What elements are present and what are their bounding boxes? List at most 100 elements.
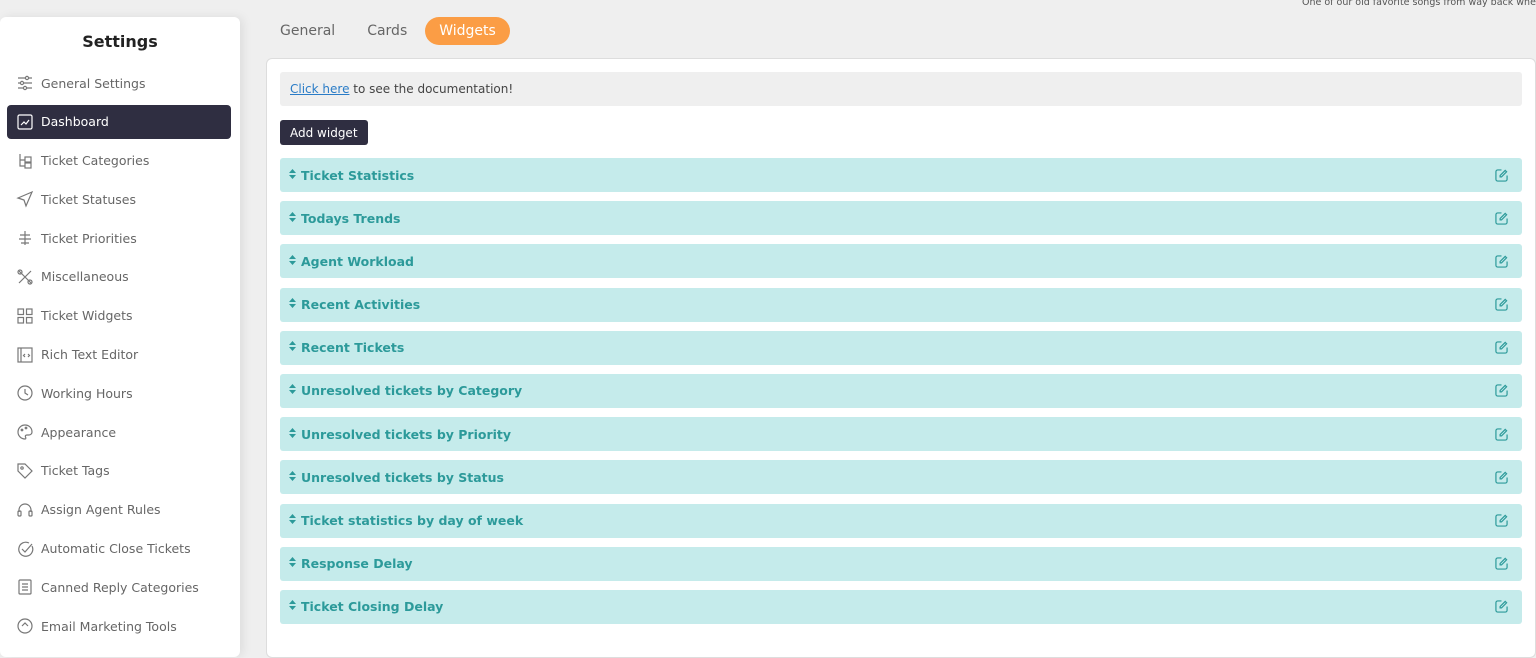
sidebar-item-ticket-categories[interactable]: Ticket Categories xyxy=(7,144,231,178)
sliders-icon xyxy=(16,74,34,92)
sidebar-item-assign-agent-rules[interactable]: Assign Agent Rules xyxy=(7,493,231,527)
sidebar-item-rich-text-editor[interactable]: Rich Text Editor xyxy=(7,338,231,372)
sidebar-item-email-marketing-tools[interactable]: Email Marketing Tools xyxy=(7,609,231,643)
sort-handle-icon[interactable] xyxy=(289,470,296,484)
tools-icon xyxy=(16,268,34,286)
edit-icon[interactable] xyxy=(1495,341,1508,354)
edit-icon[interactable] xyxy=(1495,557,1508,570)
sidebar-item-label: Working Hours xyxy=(41,385,133,401)
hierarchy-icon xyxy=(16,152,34,170)
sort-handle-icon[interactable] xyxy=(289,600,296,613)
grid-icon xyxy=(17,308,33,324)
widget-row[interactable]: Response Delay xyxy=(280,546,1522,581)
sort-handle-icon[interactable] xyxy=(289,384,296,397)
sidebar-item-label: Dashboard xyxy=(41,114,109,130)
document-icon xyxy=(18,579,32,595)
widget-title: Unresolved tickets by Category xyxy=(301,383,523,399)
headset-icon xyxy=(17,503,33,517)
edit-icon[interactable] xyxy=(1495,255,1508,268)
widget-row[interactable]: Agent Workload xyxy=(280,244,1522,279)
sidebar-item-label: Automatic Close Tickets xyxy=(41,541,191,557)
sidebar-title: Settings xyxy=(82,32,158,51)
add-widget-button[interactable]: Add widget xyxy=(280,120,368,145)
widget-row[interactable]: Ticket statistics by day of week xyxy=(280,503,1522,538)
sidebar-item-label: Ticket Priorities xyxy=(41,230,137,246)
tab-widgets[interactable]: Widgets xyxy=(425,17,510,45)
documentation-text: to see the documentation! xyxy=(349,82,514,96)
widget-row[interactable]: Ticket Closing Delay xyxy=(280,589,1522,624)
document-icon xyxy=(16,578,34,596)
sort-handle-icon[interactable] xyxy=(289,427,296,441)
sidebar-item-ticket-statuses[interactable]: Ticket Statuses xyxy=(7,182,231,216)
widget-title: Todays Trends xyxy=(301,210,401,226)
edit-icon[interactable] xyxy=(1495,600,1508,614)
sidebar-item-ticket-tags[interactable]: Ticket Tags xyxy=(7,454,231,488)
edit-icon[interactable] xyxy=(1495,168,1508,182)
widgets-panel: Click here to see the documentation! Add… xyxy=(266,58,1536,658)
sidebar-item-miscellaneous[interactable]: Miscellaneous xyxy=(7,260,231,294)
settings-sidebar: Settings General Settings Dashboard Ticket… xyxy=(0,17,240,657)
sidebar-item-label: Ticket Statuses xyxy=(41,191,136,207)
sort-handle-icon[interactable] xyxy=(289,168,296,182)
sidebar-item-ticket-priorities[interactable]: Ticket Priorities xyxy=(7,221,231,255)
clock-icon xyxy=(17,385,33,401)
sort-handle-icon[interactable] xyxy=(289,514,296,527)
sort-handle-icon[interactable] xyxy=(289,557,296,570)
check-circle-icon xyxy=(16,540,34,558)
priority-icon xyxy=(19,231,31,246)
widget-row[interactable]: Unresolved tickets by Status xyxy=(280,460,1522,495)
widget-row[interactable]: Unresolved tickets by Category xyxy=(280,373,1522,408)
sidebar-item-label: Email Marketing Tools xyxy=(41,618,177,634)
documentation-link[interactable]: Click here xyxy=(290,82,350,96)
widget-title: Recent Tickets xyxy=(301,340,405,356)
edit-icon[interactable] xyxy=(1495,471,1508,484)
sort-handle-icon[interactable] xyxy=(289,211,296,225)
sidebar-item-label: Assign Agent Rules xyxy=(41,502,161,518)
edit-icon[interactable] xyxy=(1495,384,1508,398)
edit-icon[interactable] xyxy=(1495,298,1508,311)
sidebar-item-dashboard[interactable]: Dashboard xyxy=(7,104,231,139)
sidebar-item-working-hours[interactable]: Working Hours xyxy=(7,376,231,410)
tag-icon xyxy=(16,462,34,480)
widget-row[interactable]: Todays Trends xyxy=(280,201,1522,236)
sort-handle-icon[interactable] xyxy=(289,254,296,268)
sidebar-item-automatic-close-tickets[interactable]: Automatic Close Tickets xyxy=(7,532,231,566)
palette-icon xyxy=(17,424,33,440)
sidebar-item-ticket-widgets[interactable]: Ticket Widgets xyxy=(7,299,231,333)
code-icon xyxy=(16,346,34,364)
tools-icon xyxy=(17,269,33,285)
widget-row[interactable]: Recent Tickets xyxy=(280,330,1522,365)
edit-icon[interactable] xyxy=(1495,514,1508,527)
palette-icon xyxy=(16,423,34,441)
sort-handle-icon[interactable] xyxy=(289,298,296,311)
edit-icon[interactable] xyxy=(1495,212,1508,225)
sort-handle-icon[interactable] xyxy=(289,341,296,354)
clock-icon xyxy=(16,384,34,402)
widget-row[interactable]: Ticket Statistics xyxy=(280,158,1522,192)
sidebar-item-label: Ticket Widgets xyxy=(41,308,133,324)
widget-title: Ticket statistics by day of week xyxy=(301,513,524,528)
sidebar-item-label: Ticket Categories xyxy=(41,153,150,169)
sidebar-item-canned-reply-categories[interactable]: Canned Reply Categories xyxy=(7,570,231,604)
sidebar-item-label: Appearance xyxy=(41,424,117,440)
widget-title: Response Delay xyxy=(301,556,413,572)
tab-cards[interactable]: Cards xyxy=(367,23,408,39)
widget-row[interactable]: Recent Activities xyxy=(280,287,1522,322)
edit-icon[interactable] xyxy=(1495,427,1508,441)
tab-general[interactable]: General xyxy=(280,23,336,39)
widget-title: Agent Workload xyxy=(301,253,414,269)
sidebar-item-appearance[interactable]: Appearance xyxy=(7,415,231,449)
sidebar-item-general-settings[interactable]: General Settings xyxy=(7,66,231,100)
widget-row[interactable]: Unresolved tickets by Priority xyxy=(280,417,1522,452)
widget-title: Ticket Statistics xyxy=(301,167,415,183)
widget-list: Ticket Statistics Todays Trends Agent Work… xyxy=(280,158,1522,633)
top-note: One of our old favorite songs from way b… xyxy=(1302,0,1536,8)
check-circle-icon xyxy=(18,541,34,557)
tabs: General Cards Widgets xyxy=(266,17,510,45)
code-icon xyxy=(17,346,33,363)
sidebar-item-label: Miscellaneous xyxy=(41,269,129,285)
send-icon xyxy=(16,190,34,209)
sidebar-item-label: Canned Reply Categories xyxy=(41,579,199,595)
chart-icon xyxy=(16,113,34,131)
sliders-icon xyxy=(18,75,32,91)
